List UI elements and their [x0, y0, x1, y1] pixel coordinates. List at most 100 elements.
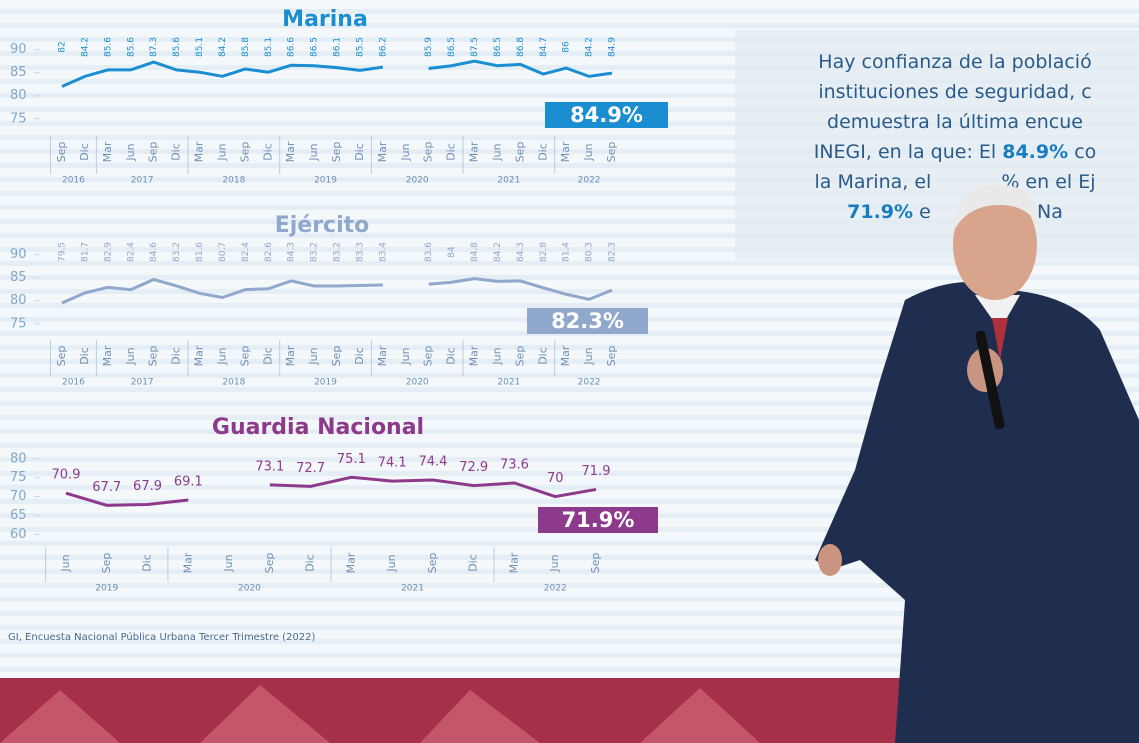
data-label: 82.9: [103, 242, 113, 262]
caption-segment: 71.9%: [847, 201, 913, 223]
x-tick-label: Dic: [261, 143, 274, 161]
data-label: 86.1: [333, 37, 343, 57]
data-label: 86.6: [287, 37, 297, 57]
data-label: 83.6: [424, 242, 434, 262]
year-label: 2018: [222, 176, 245, 186]
data-label: 79.5: [58, 242, 68, 262]
x-tick-label: Dic: [304, 554, 317, 572]
data-label: 84.6: [149, 242, 159, 262]
caption-segment: la Marina, el: [815, 171, 932, 193]
source: GI, Encuesta Nacional Pública Urbana Ter…: [8, 631, 316, 643]
y-tick-label: 75: [10, 316, 27, 331]
data-label: 84.3: [287, 242, 297, 262]
x-tick-label: Mar: [284, 345, 297, 366]
x-tick-label: Jun: [307, 347, 320, 365]
tie: [992, 318, 1008, 360]
band-pattern: [0, 685, 760, 743]
x-tick-label: Jun: [582, 347, 595, 365]
data-label: 71.9: [582, 464, 611, 479]
x-tick-label: Jun: [399, 347, 412, 365]
data-label: 86: [562, 41, 572, 53]
x-tick-label: Dic: [261, 347, 274, 365]
x-tick-label: Mar: [344, 552, 357, 573]
x-tick-label: Jun: [490, 347, 503, 365]
data-label: 81.4: [562, 242, 572, 262]
data-label: 86.8: [516, 37, 526, 57]
x-tick-label: Sep: [605, 142, 618, 163]
data-label: 86.5: [493, 37, 503, 57]
caption-box: [735, 30, 1139, 260]
data-label: 85.1: [264, 37, 274, 57]
data-label: 73.1: [255, 459, 284, 474]
caption-line: instituciones de seguridad, c: [818, 81, 1091, 103]
data-label: 86.5: [447, 37, 457, 57]
badge-box: [545, 102, 668, 128]
year-label: 2021: [497, 378, 520, 388]
y-tick-label: 75: [10, 111, 27, 126]
data-label: 83.2: [172, 242, 182, 262]
x-tick-label: Dic: [353, 143, 366, 161]
data-label: 82.6: [264, 242, 274, 262]
caption-line: Hay confianza de la població: [818, 51, 1091, 73]
data-label: 74.1: [378, 456, 407, 471]
x-tick-label: Mar: [507, 552, 520, 573]
hair: [952, 184, 1040, 235]
x-tick-label: Mar: [101, 345, 114, 366]
x-tick-label: Jun: [124, 143, 137, 161]
year-label: 2017: [131, 176, 154, 186]
data-label: 84.9: [608, 37, 618, 57]
x-tick-label: Jun: [385, 554, 398, 572]
year-label: 2020: [238, 584, 261, 594]
year-label: 2022: [544, 584, 567, 594]
microphone: [975, 330, 1005, 430]
data-label: 84.2: [218, 37, 228, 57]
x-tick-label: Mar: [181, 552, 194, 573]
year-label: 2022: [578, 176, 601, 186]
badge: 71.9%: [562, 508, 635, 532]
data-label: 67.9: [133, 479, 162, 494]
x-tick-label: Jun: [215, 143, 228, 161]
data-label: 70.9: [52, 468, 81, 483]
x-tick-label: Jun: [59, 554, 72, 572]
x-tick-label: Sep: [55, 346, 68, 367]
data-label: 84.2: [80, 37, 90, 57]
y-tick-label: 90: [10, 247, 27, 262]
x-tick-label: Dic: [170, 347, 183, 365]
year-label: 2022: [578, 378, 601, 388]
data-label: 84.8: [470, 242, 480, 262]
caption-segment: 84.9%: [1002, 141, 1068, 163]
x-tick-label: Dic: [353, 347, 366, 365]
shirt: [975, 295, 1020, 330]
data-label: 84.7: [539, 37, 549, 57]
series-line: [61, 277, 383, 305]
data-label: 69.1: [174, 475, 203, 490]
caption-segment: Hay confianza de la població: [818, 51, 1091, 73]
x-tick-label: Jun: [490, 143, 503, 161]
data-label: 72.7: [296, 461, 325, 476]
data-label: 84: [447, 246, 457, 258]
data-label: 85.6: [172, 37, 182, 57]
x-tick-label: Sep: [238, 346, 251, 367]
caption-line: demuestra la última encue: [827, 111, 1083, 133]
x-tick-label: Sep: [513, 346, 526, 367]
x-tick-label: Sep: [100, 553, 113, 574]
y-tick-label: 80: [10, 293, 27, 308]
data-label: 75.1: [337, 452, 366, 467]
data-label: 74.4: [418, 454, 447, 469]
data-label: 85.1: [195, 37, 205, 57]
data-label: 73.6: [500, 457, 529, 472]
data-label: 82.8: [539, 242, 549, 262]
year-label: 2021: [497, 176, 520, 186]
x-tick-label: Mar: [101, 141, 114, 162]
x-tick-label: Sep: [513, 142, 526, 163]
caption: Hay confianza de la població institucione…: [814, 51, 1097, 223]
series-line: [428, 277, 613, 301]
y-tick-label: 60: [10, 527, 27, 542]
coat: [815, 282, 1139, 743]
x-tick-label: Jun: [548, 554, 561, 572]
caption-segment: INEGI, en la que: El: [814, 141, 1003, 163]
data-label: 83.3: [355, 242, 365, 262]
x-tick-label: Sep: [263, 553, 276, 574]
year-label: 2016: [62, 176, 85, 186]
x-tick-label: Mar: [193, 345, 206, 366]
